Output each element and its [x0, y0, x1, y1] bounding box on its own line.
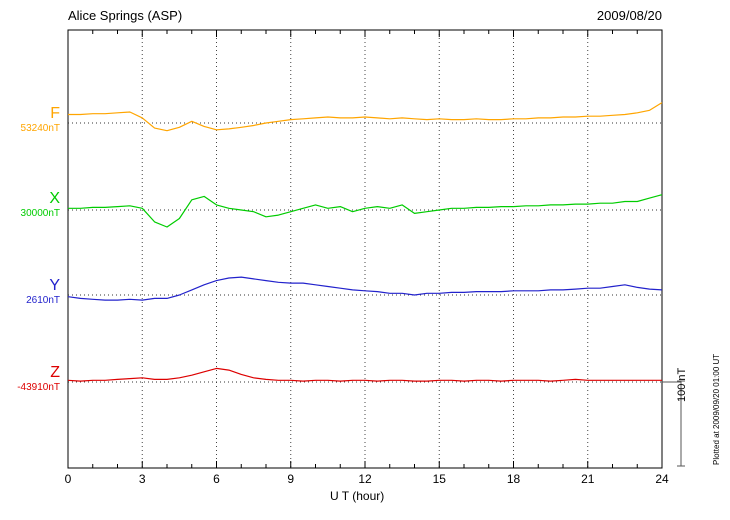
x-tick-label-24: 24 [655, 472, 669, 486]
x-tick-label-12: 12 [358, 472, 372, 486]
series-label-z: Z -43910nT [0, 364, 60, 393]
x-axis-label: U T (hour) [330, 489, 385, 503]
station-title: Alice Springs (ASP) [68, 8, 183, 23]
series-baseline-x: 30000nT [20, 208, 60, 219]
series-label-x: X 30000nT [0, 190, 60, 219]
series-label-f: F 53240nT [0, 105, 60, 134]
trace-z [67, 367, 662, 382]
plot-date: 2009/08/20 [596, 8, 662, 23]
plotted-timestamp-note: Plotted at 2009/09/20 01:00 UT [712, 353, 721, 465]
series-label-y: Y 2610nT [0, 277, 60, 306]
x-tick-label-15: 15 [432, 472, 446, 486]
x-tick-label-6: 6 [213, 472, 220, 486]
scale-bar-label: 100 nT [676, 367, 688, 402]
trace-x [68, 194, 663, 228]
series-name-z: Z [50, 364, 60, 381]
series-baseline-y: 2610nT [26, 295, 60, 306]
series-baseline-z: -43910nT [17, 382, 60, 393]
x-tick-label-21: 21 [581, 472, 595, 486]
series-name-f: F [50, 105, 60, 122]
series-baseline-f: 53240nT [20, 123, 60, 134]
series-name-x: X [49, 190, 60, 207]
x-tick-label-18: 18 [506, 472, 521, 486]
trace-f [68, 102, 663, 132]
series-name-y: Y [49, 277, 60, 294]
x-tick-label-3: 3 [138, 472, 146, 486]
x-tick-label-0: 0 [64, 472, 72, 486]
x-tick-label-9: 9 [287, 472, 295, 486]
trace-y [67, 276, 663, 301]
